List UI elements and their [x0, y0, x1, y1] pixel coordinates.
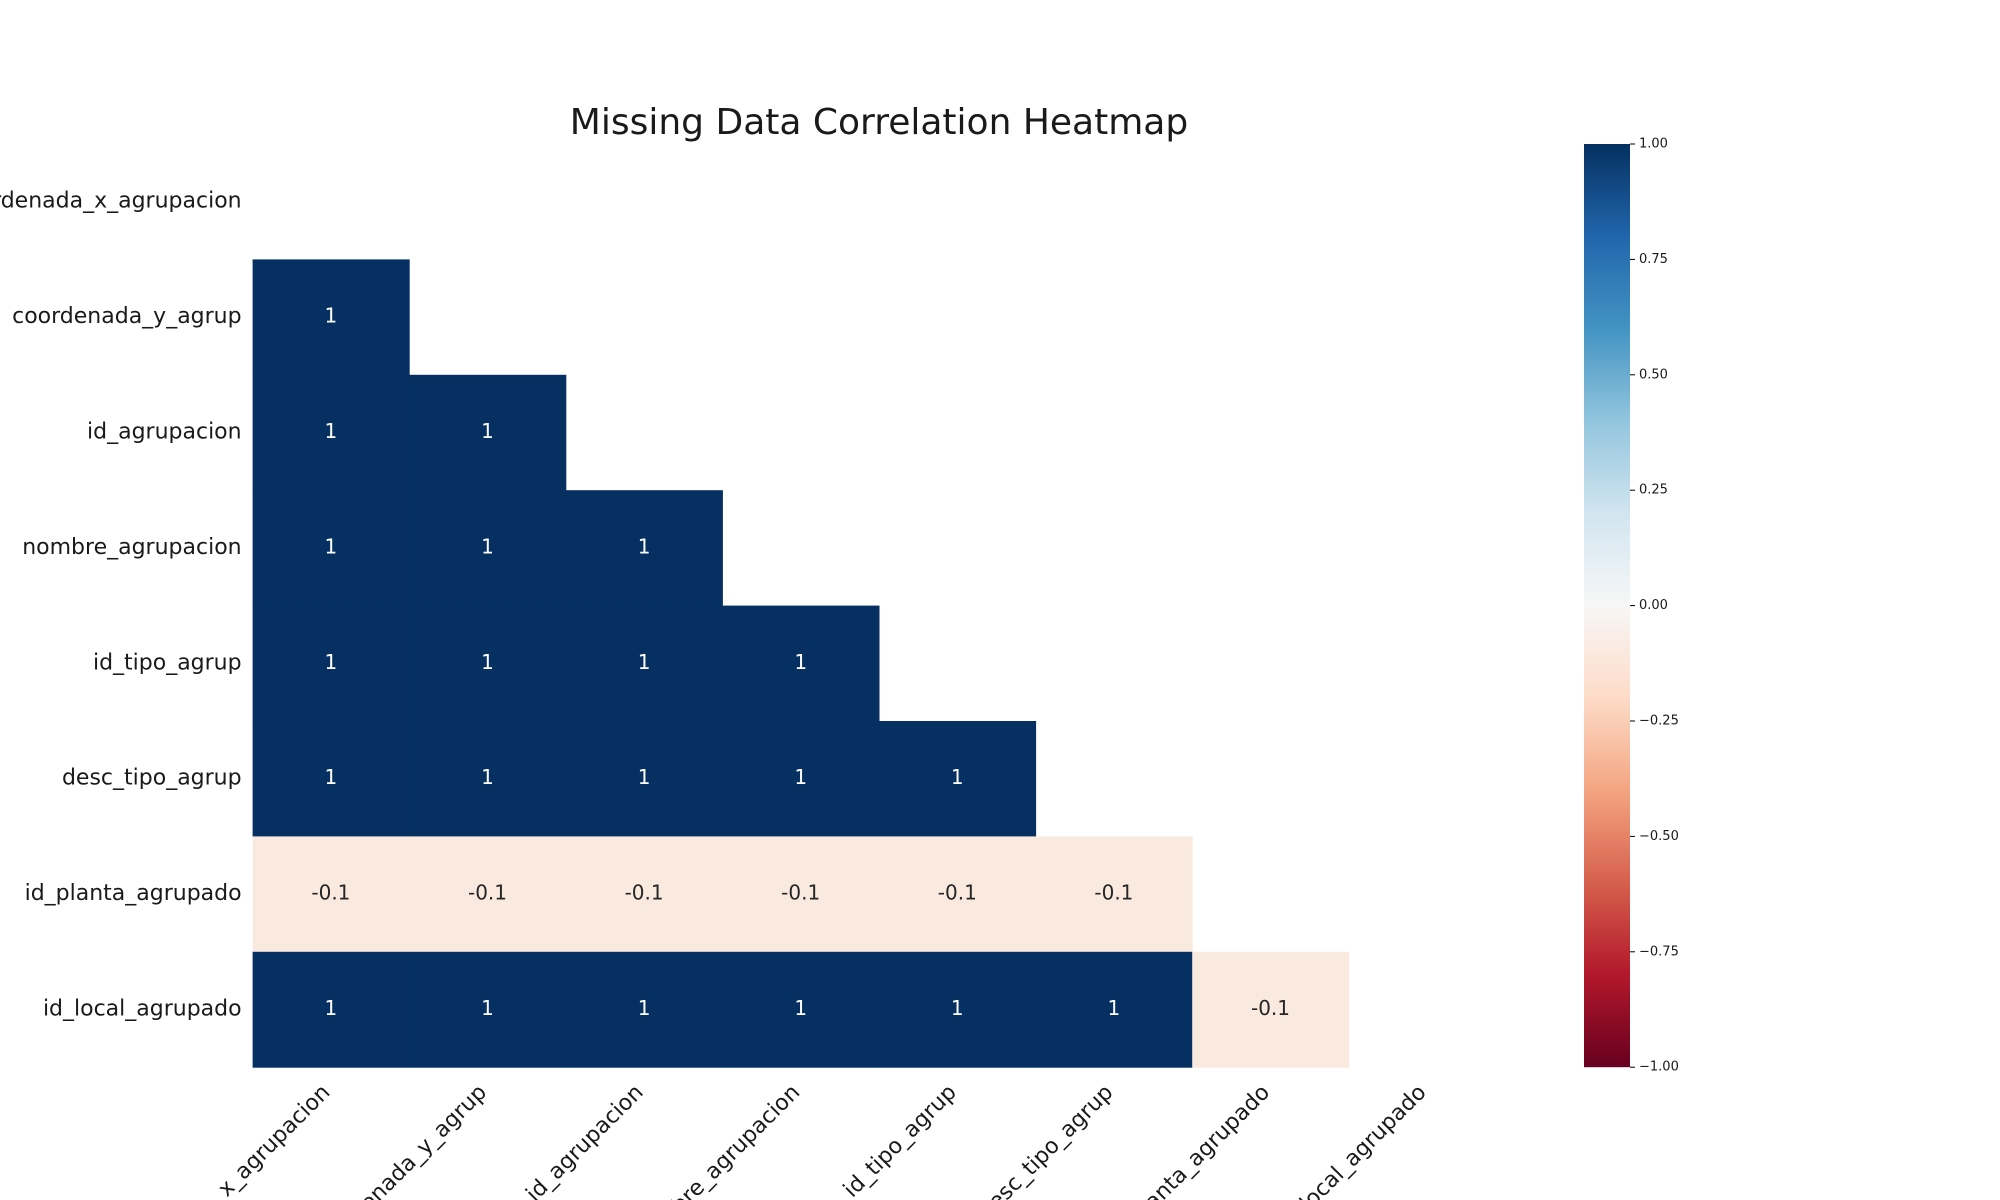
x-tick-label: desc_tipo_agrup: [974, 1080, 1119, 1200]
cell-label: 1: [481, 996, 494, 1020]
y-tick-label: id_planta_agrupado: [25, 881, 242, 906]
chart-title: Missing Data Correlation Heatmap: [570, 102, 1188, 143]
x-tick-label: id_tipo_agrup: [839, 1080, 962, 1200]
heatmap-cell: [879, 721, 1037, 837]
cell-label: -0.1: [1094, 881, 1133, 905]
heatmap-cell: [252, 836, 410, 953]
colorbar-tick-label: −0.75: [1639, 944, 1679, 959]
x-tick-label: id_local_agrupado: [1273, 1080, 1431, 1200]
cell-label: 1: [1108, 996, 1121, 1020]
cell-label: -0.1: [938, 881, 977, 905]
colorbar-tick-label: −1.00: [1639, 1060, 1679, 1075]
heatmap-cell: [409, 490, 567, 607]
colorbar-tick-label: 1.00: [1639, 137, 1668, 152]
cell-label: -0.1: [1251, 996, 1290, 1020]
x-tick-label: id_planta_agrupado: [1104, 1080, 1275, 1200]
x-tick-label: id_agrupacion: [522, 1080, 649, 1200]
heatmap-cell: [722, 836, 880, 953]
heatmap-cell: [252, 951, 410, 1068]
cell-label: 1: [325, 650, 338, 674]
cell-label: 1: [638, 996, 651, 1020]
heatmap-cell: [409, 836, 567, 953]
cell-label: 1: [325, 996, 338, 1020]
heatmap-cell: [409, 374, 567, 491]
heatmap-cell: [409, 721, 567, 837]
cell-label: 1: [794, 765, 807, 789]
heatmap-cell: [565, 605, 723, 722]
cell-label: 1: [794, 650, 807, 674]
cell-label: 1: [481, 650, 494, 674]
heatmap-cell: [252, 490, 410, 607]
y-tick-label: id_local_agrupado: [43, 997, 242, 1022]
heatmap-cell: [565, 721, 723, 837]
y-tick-label: coordenada_x_agrupacion: [0, 189, 242, 214]
colorbar-tick-label: −0.25: [1639, 714, 1679, 729]
cell-label: 1: [325, 534, 338, 558]
heatmap-cell: [252, 721, 410, 837]
heatmap-cell: [409, 605, 567, 722]
heatmap-cell: [252, 605, 410, 722]
y-tick-label: coordenada_y_agrup: [12, 304, 241, 329]
heatmap-cell: [1035, 951, 1193, 1068]
heatmap-cell: [1192, 951, 1350, 1068]
colorbar-tick-label: 0.50: [1639, 367, 1668, 382]
y-tick-label: desc_tipo_agrup: [62, 766, 242, 791]
cell-label: -0.1: [311, 881, 350, 905]
colorbar-tick-label: 0.25: [1639, 483, 1668, 498]
y-tick-label: nombre_agrupacion: [22, 535, 241, 560]
heatmap-cell: [879, 951, 1037, 1068]
heatmap-cell: [722, 605, 880, 722]
cell-label: -0.1: [625, 881, 664, 905]
colorbar-tick-label: 0.00: [1639, 598, 1668, 613]
x-tick-label: coordenada_x_agrupacion: [114, 1080, 336, 1200]
heatmap-cell: [722, 951, 880, 1068]
cell-label: 1: [325, 419, 338, 443]
cell-label: 1: [481, 534, 494, 558]
x-tick-label: nombre_agrupacion: [632, 1080, 805, 1200]
y-tick-label: id_tipo_agrup: [93, 650, 242, 675]
colorbar-tick-label: 0.75: [1639, 252, 1668, 267]
cell-label: 1: [638, 650, 651, 674]
cell-label: 1: [481, 765, 494, 789]
heatmap-cell: [722, 721, 880, 837]
heatmap-cell: [252, 374, 410, 491]
cell-label: 1: [325, 304, 338, 328]
cell-label: 1: [638, 534, 651, 558]
cell-label: 1: [951, 765, 964, 789]
cell-label: 1: [794, 996, 807, 1020]
heatmap-cell: [565, 490, 723, 607]
cell-label: 1: [638, 765, 651, 789]
y-tick-label: id_agrupacion: [87, 420, 242, 445]
cell-label: 1: [325, 765, 338, 789]
colorbar: [1584, 144, 1630, 1068]
x-tick-label: coordenada_y_agrup: [312, 1080, 492, 1200]
heatmap-cell: [409, 951, 567, 1068]
colorbar-tick-label: −0.50: [1639, 829, 1679, 844]
cell-label: -0.1: [468, 881, 507, 905]
cell-label: 1: [951, 996, 964, 1020]
heatmap-cell: [879, 836, 1037, 953]
heatmap-cell: [565, 951, 723, 1068]
heatmap-cell: [1035, 836, 1193, 953]
heatmap-cell: [565, 836, 723, 953]
cell-label: 1: [481, 419, 494, 443]
cell-label: -0.1: [781, 881, 820, 905]
heatmap-cell: [252, 259, 410, 376]
